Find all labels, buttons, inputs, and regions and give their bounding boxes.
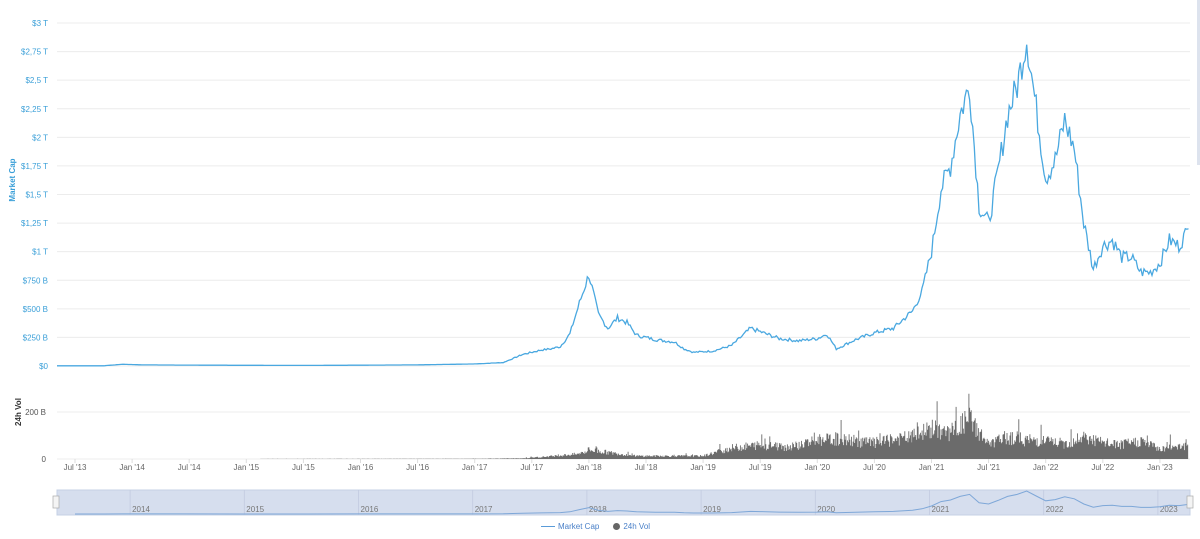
- volume-tick-label: 0: [42, 455, 47, 464]
- navigator-year-label: 2015: [246, 505, 264, 514]
- x-tick-label: Jan '20: [805, 463, 831, 472]
- y-tick-label: $2,5 T: [25, 76, 48, 85]
- legend-label-market-cap: Market Cap: [558, 522, 600, 531]
- y-tick-label: $1,5 T: [25, 191, 48, 200]
- y-tick-label: $500 B: [23, 305, 48, 314]
- volume-bars[interactable]: [260, 393, 1189, 459]
- y-tick-label: $2,25 T: [21, 105, 48, 114]
- navigator-axis: 2014 2015 2016 2017 2018 2019 2020 2021 2022 2023: [129, 490, 1178, 515]
- navigator-year-label: 2022: [1046, 505, 1064, 514]
- legend-item-24h-vol[interactable]: 24h Vol: [613, 522, 650, 531]
- y-tick-label: $1 T: [32, 248, 48, 257]
- x-tick-label: Jan '14: [119, 463, 145, 472]
- volume-tick-label: 200 B: [25, 408, 46, 417]
- x-tick-label: Jan '16: [348, 463, 374, 472]
- x-tick-label: Jan '23: [1147, 463, 1173, 472]
- volume-bar-path: [260, 393, 1189, 459]
- volume-axis-title: 24h Vol: [14, 398, 23, 426]
- x-axis: Jul '13 Jan '14 Jul '14 Jan '15 Jul '15 Jan '…: [64, 459, 1173, 472]
- y-tick-label: $2,75 T: [21, 48, 48, 57]
- x-tick-label: Jul '19: [749, 463, 772, 472]
- market-cap-axis-title: Market Cap: [8, 158, 17, 201]
- main-gridlines: [57, 22, 1190, 367]
- y-tick-label: $3 T: [32, 19, 48, 28]
- navigator-year-label: 2014: [132, 505, 150, 514]
- legend-item-market-cap[interactable]: Market Cap: [541, 522, 599, 531]
- x-tick-label: Jan '18: [576, 463, 602, 472]
- navigator-year-label: 2018: [589, 505, 607, 514]
- x-tick-label: Jul '16: [406, 463, 429, 472]
- x-tick-label: Jan '19: [690, 463, 716, 472]
- navigator-year-label: 2016: [361, 505, 379, 514]
- navigator-series-line: [75, 490, 1189, 515]
- x-tick-label: Jul '21: [977, 463, 1000, 472]
- x-tick-label: Jan '21: [919, 463, 945, 472]
- y-tick-label: $0: [39, 362, 48, 371]
- page-scrollbar[interactable]: [1197, 0, 1200, 165]
- navigator-year-label: 2017: [475, 505, 493, 514]
- market-cap-line[interactable]: [57, 44, 1189, 367]
- line-marker-icon: [541, 526, 555, 527]
- y-tick-label: $1,25 T: [21, 219, 48, 228]
- navigator-year-label: 2023: [1160, 505, 1178, 514]
- x-tick-label: Jul '17: [520, 463, 543, 472]
- y-tick-label: $1,75 T: [21, 162, 48, 171]
- navigator[interactable]: 2014 2015 2016 2017 2018 2019 2020 2021 2022 2023: [52, 489, 1194, 516]
- volume-y-axis: 0 200 B: [25, 408, 46, 464]
- navigator-year-label: 2019: [703, 505, 721, 514]
- x-tick-label: Jul '18: [635, 463, 658, 472]
- y-tick-label: $2 T: [32, 133, 48, 142]
- y-tick-label: $250 B: [23, 333, 48, 342]
- navigator-left-handle[interactable]: [52, 495, 60, 509]
- x-tick-label: Jan '15: [234, 463, 260, 472]
- market-cap-y-axis: $0 $250 B $500 B $750 B $1 T $1,25 T $1,5 T $1,…: [21, 19, 49, 371]
- chart-legend: Market Cap 24h Vol: [541, 522, 650, 531]
- x-tick-label: Jul '13: [64, 463, 87, 472]
- x-tick-label: Jul '15: [292, 463, 315, 472]
- x-tick-label: Jul '14: [178, 463, 201, 472]
- navigator-year-label: 2021: [932, 505, 950, 514]
- y-tick-label: $750 B: [23, 276, 48, 285]
- dot-marker-icon: [613, 523, 621, 530]
- legend-label-24h-vol: 24h Vol: [623, 522, 651, 531]
- x-tick-label: Jan '22: [1033, 463, 1059, 472]
- x-tick-label: Jul '20: [863, 463, 886, 472]
- navigator-year-label: 2020: [817, 505, 835, 514]
- navigator-right-handle[interactable]: [1186, 495, 1194, 509]
- x-tick-label: Jul '22: [1091, 463, 1114, 472]
- x-tick-label: Jan '17: [462, 463, 488, 472]
